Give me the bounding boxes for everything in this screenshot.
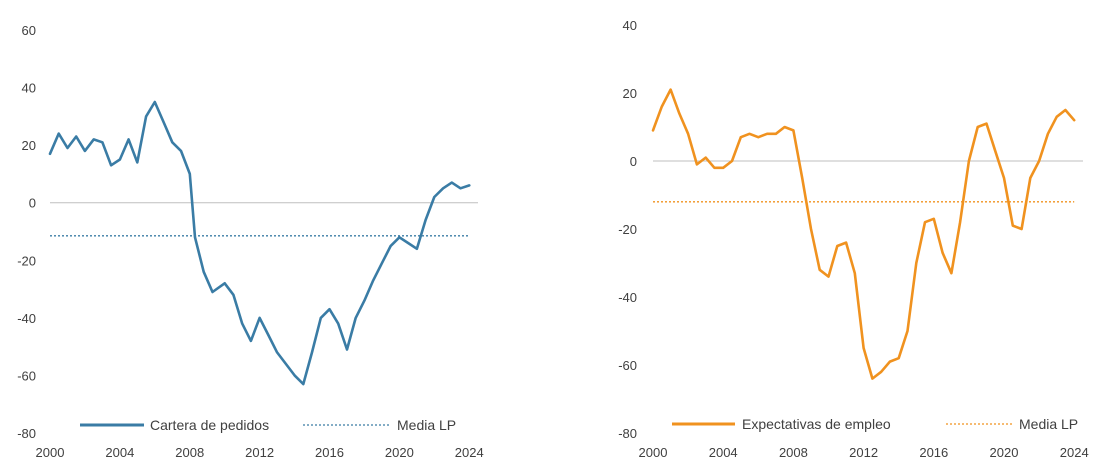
chart-panel-0: -80 -60 -40 -20 0 20 40 60 2000 2004 2008 2012 2016 2…: [17, 23, 484, 460]
legend-label-media-lp: Media LP: [1019, 416, 1078, 432]
x-tick-label: 2004: [105, 445, 134, 460]
y-tick-label: -60: [17, 368, 36, 383]
y-tick-label: 0: [630, 154, 637, 169]
y-tick-label: 40: [623, 18, 637, 33]
legend: Expectativas de empleo Media LP: [672, 416, 1078, 432]
y-tick-label: -40: [618, 290, 637, 305]
x-tick-label: 2020: [385, 445, 414, 460]
x-tick-label: 2024: [1060, 445, 1089, 460]
x-tick-label: 2000: [36, 445, 65, 460]
y-tick-label: 40: [22, 81, 36, 96]
series-line-main: [651, 88, 1076, 380]
y-tick-label: -80: [17, 426, 36, 441]
y-tick-label: 20: [623, 86, 637, 101]
x-tick-label: 2000: [639, 445, 668, 460]
chart-panel-1: -80 -60 -40 -20 0 20 40 2000 2004 2008 2012 2016 202…: [618, 18, 1088, 460]
x-tick-label: 2008: [175, 445, 204, 460]
x-tick-label: 2016: [919, 445, 948, 460]
legend-label-main: Cartera de pedidos: [150, 417, 269, 433]
y-tick-label: -80: [618, 426, 637, 441]
y-tick-label: 0: [29, 196, 36, 211]
x-tick-label: 2020: [990, 445, 1019, 460]
y-tick-label: -60: [618, 358, 637, 373]
x-tick-label: 2012: [849, 445, 878, 460]
y-tick-label: -40: [17, 311, 36, 326]
x-tick-label: 2024: [455, 445, 484, 460]
y-tick-label: 60: [22, 23, 36, 38]
x-tick-label: 2008: [779, 445, 808, 460]
legend: Cartera de pedidos Media LP: [80, 417, 456, 433]
series-line-main: [48, 100, 471, 386]
legend-label-main: Expectativas de empleo: [742, 416, 891, 432]
legend-label-media-lp: Media LP: [397, 417, 456, 433]
y-tick-label: -20: [618, 222, 637, 237]
y-tick-label: 20: [22, 138, 36, 153]
x-tick-label: 2004: [709, 445, 738, 460]
y-tick-label: -20: [17, 253, 36, 268]
x-tick-label: 2012: [245, 445, 274, 460]
x-tick-label: 2016: [315, 445, 344, 460]
